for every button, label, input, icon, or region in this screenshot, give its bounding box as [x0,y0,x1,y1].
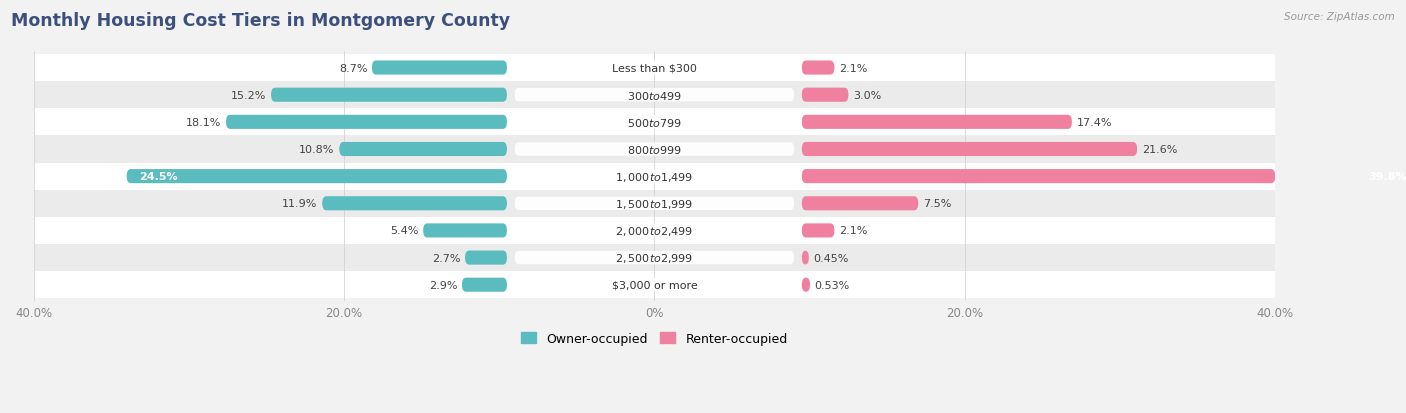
FancyBboxPatch shape [515,278,794,292]
FancyBboxPatch shape [801,278,810,292]
Text: $800 to $999: $800 to $999 [627,144,682,156]
Text: 2.7%: 2.7% [432,253,460,263]
FancyBboxPatch shape [515,170,794,183]
FancyBboxPatch shape [801,88,848,102]
FancyBboxPatch shape [463,278,508,292]
Text: 0.45%: 0.45% [814,253,849,263]
FancyBboxPatch shape [515,224,794,237]
FancyBboxPatch shape [515,197,794,211]
Text: $1,500 to $1,999: $1,500 to $1,999 [616,197,693,210]
Text: 2.9%: 2.9% [429,280,457,290]
Text: $2,000 to $2,499: $2,000 to $2,499 [616,224,693,237]
FancyBboxPatch shape [801,224,834,238]
FancyBboxPatch shape [801,170,1275,184]
FancyBboxPatch shape [515,251,794,265]
Text: 0.53%: 0.53% [814,280,851,290]
FancyBboxPatch shape [34,163,1275,190]
FancyBboxPatch shape [801,251,808,265]
FancyBboxPatch shape [515,62,794,75]
Text: 2.1%: 2.1% [839,63,868,74]
FancyBboxPatch shape [271,88,508,102]
FancyBboxPatch shape [515,116,794,129]
FancyBboxPatch shape [801,116,1071,130]
FancyBboxPatch shape [339,142,508,157]
FancyBboxPatch shape [34,82,1275,109]
FancyBboxPatch shape [127,170,508,184]
Text: 2.1%: 2.1% [839,226,868,236]
FancyBboxPatch shape [34,244,1275,271]
FancyBboxPatch shape [515,143,794,156]
Text: 8.7%: 8.7% [339,63,367,74]
FancyBboxPatch shape [34,271,1275,299]
FancyBboxPatch shape [801,142,1137,157]
Text: 3.0%: 3.0% [853,90,882,100]
Text: $2,500 to $2,999: $2,500 to $2,999 [616,252,693,264]
FancyBboxPatch shape [226,116,508,130]
Legend: Owner-occupied, Renter-occupied: Owner-occupied, Renter-occupied [516,327,793,350]
Text: $500 to $799: $500 to $799 [627,116,682,128]
Text: $300 to $499: $300 to $499 [627,90,682,102]
FancyBboxPatch shape [34,190,1275,217]
FancyBboxPatch shape [34,217,1275,244]
Text: Less than $300: Less than $300 [612,63,697,74]
FancyBboxPatch shape [373,62,508,76]
FancyBboxPatch shape [801,197,918,211]
FancyBboxPatch shape [34,109,1275,136]
FancyBboxPatch shape [465,251,508,265]
Text: 11.9%: 11.9% [283,199,318,209]
Text: 39.8%: 39.8% [1368,172,1406,182]
Text: 18.1%: 18.1% [186,118,221,128]
FancyBboxPatch shape [34,55,1275,82]
Text: $1,000 to $1,499: $1,000 to $1,499 [616,170,693,183]
Text: 24.5%: 24.5% [139,172,177,182]
FancyBboxPatch shape [34,136,1275,163]
Text: 7.5%: 7.5% [922,199,952,209]
FancyBboxPatch shape [322,197,508,211]
FancyBboxPatch shape [515,89,794,102]
Text: 17.4%: 17.4% [1077,118,1112,128]
FancyBboxPatch shape [801,62,834,76]
Text: 21.6%: 21.6% [1142,145,1177,154]
FancyBboxPatch shape [423,224,508,238]
Text: Monthly Housing Cost Tiers in Montgomery County: Monthly Housing Cost Tiers in Montgomery… [11,12,510,30]
Text: $3,000 or more: $3,000 or more [612,280,697,290]
Text: 5.4%: 5.4% [389,226,419,236]
Text: 10.8%: 10.8% [299,145,335,154]
Text: Source: ZipAtlas.com: Source: ZipAtlas.com [1284,12,1395,22]
Text: 15.2%: 15.2% [231,90,266,100]
